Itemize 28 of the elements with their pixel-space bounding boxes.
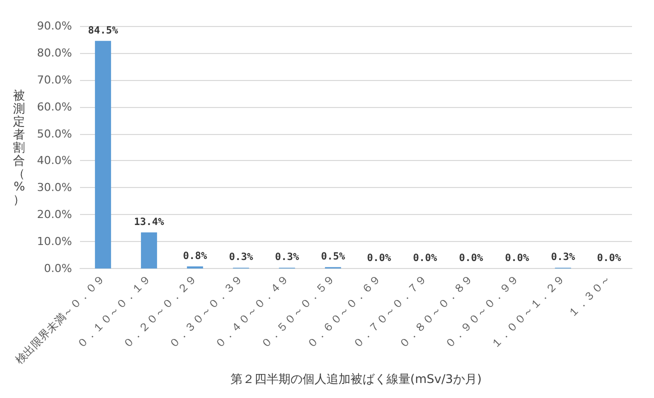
bar bbox=[140, 232, 158, 269]
data-label: 0.0% bbox=[504, 253, 530, 264]
x-tick-label: １．３０～ bbox=[566, 272, 614, 320]
data-label: 0.5% bbox=[320, 252, 346, 263]
y-tick-label: 70.0% bbox=[37, 73, 72, 86]
data-label: 0.8% bbox=[182, 250, 208, 262]
data-label: 0.3% bbox=[228, 252, 254, 264]
y-tick-label: 50.0% bbox=[37, 127, 72, 140]
y-tick-label: 60.0% bbox=[37, 100, 72, 114]
y-tick-label: 20.0% bbox=[37, 208, 72, 222]
data-label: 0.0% bbox=[366, 253, 392, 264]
data-label: 0.0% bbox=[458, 253, 484, 264]
bar bbox=[94, 40, 112, 269]
data-label: 0.3% bbox=[550, 252, 576, 264]
y-tick-label: 40.0% bbox=[37, 154, 72, 168]
y-tick-label: 80.0% bbox=[37, 46, 72, 60]
y-tick-label: 30.0% bbox=[37, 181, 72, 194]
y-tick-label: 0.0% bbox=[44, 262, 72, 276]
data-label: 0.0% bbox=[412, 253, 438, 264]
x-axis-title: 第２四半期の個人追加被ばく線量(mSv/3か月) bbox=[230, 372, 482, 386]
data-label: 0.3% bbox=[274, 252, 300, 264]
y-tick-label: 10.0% bbox=[37, 235, 72, 248]
data-label: 84.5% bbox=[88, 25, 118, 36]
text: 被測定者割合（%） bbox=[13, 88, 25, 206]
bar bbox=[186, 266, 204, 269]
data-label: 0.0% bbox=[596, 253, 622, 264]
data-label: 13.4% bbox=[134, 216, 164, 228]
y-tick-label: 90.0% bbox=[37, 20, 72, 32]
